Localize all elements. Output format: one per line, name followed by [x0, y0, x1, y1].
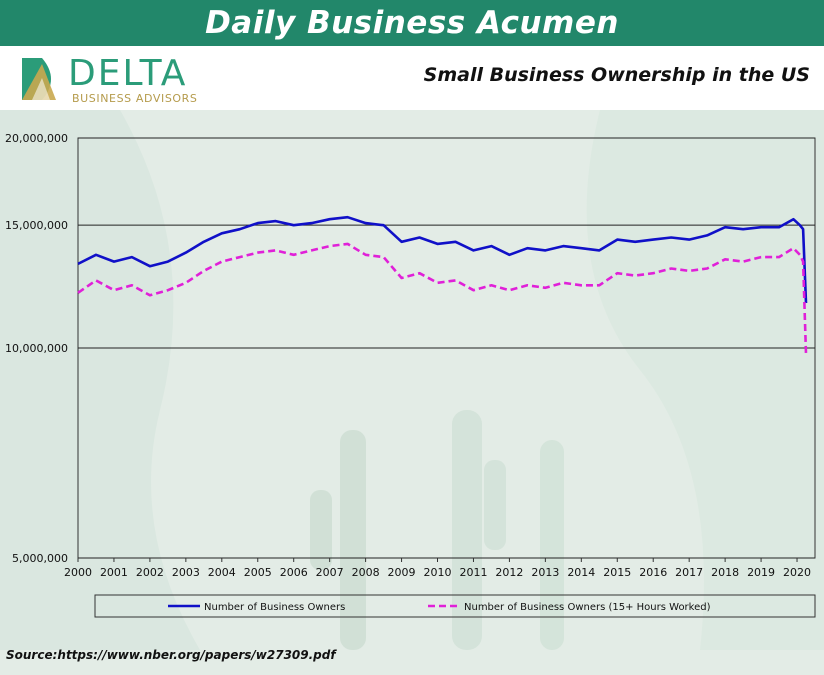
grid-layer	[77, 137, 816, 559]
x-tick-label: 2001	[100, 566, 128, 579]
x-tick-label: 2019	[747, 566, 775, 579]
x-tick-label: 2004	[208, 566, 236, 579]
source-citation: Source:https://www.nber.org/papers/w2730…	[6, 648, 336, 662]
legend-label-2: Number of Business Owners (15+ Hours Wor…	[464, 602, 711, 613]
line-chart: 5,000,000 10,000,000 15,000,000 20,000,000 2…	[5, 132, 816, 618]
x-tick-label: 2003	[172, 566, 200, 579]
delta-triangle-icon	[22, 58, 56, 100]
x-tick-label: 2020	[783, 566, 811, 579]
header-band: DELTA BUSINESS ADVISORS Small Business O…	[0, 46, 824, 110]
logo-subtitle: BUSINESS ADVISORS	[72, 92, 198, 105]
y-tick-label: 5,000,000	[12, 552, 68, 565]
y-tick-label: 20,000,000	[5, 132, 68, 145]
x-tick-label: 2009	[388, 566, 416, 579]
background-cactus-art	[0, 110, 824, 650]
logo-wordmark: DELTA	[68, 53, 188, 94]
banner-title: Daily Business Acumen	[205, 5, 619, 41]
series-line-1	[77, 215, 808, 304]
x-tick-label: 2002	[136, 566, 164, 579]
legend-label-1: Number of Business Owners	[204, 602, 345, 613]
legend-box	[94, 594, 816, 618]
x-tick-label: 2010	[424, 566, 452, 579]
x-tick-label: 2006	[280, 566, 308, 579]
banner: Daily Business Acumen	[0, 0, 824, 46]
series-line-2	[77, 242, 808, 355]
x-tick-label: 2013	[531, 566, 559, 579]
delta-logo: DELTA BUSINESS ADVISORS	[18, 54, 218, 106]
x-tick-label: 2016	[639, 566, 667, 579]
axis-layer: 5,000,000 10,000,000 15,000,000 20,000,000 2…	[5, 132, 811, 579]
legend: Number of Business Owners Number of Busin…	[94, 594, 816, 618]
x-tick-label: 2000	[64, 566, 92, 579]
x-tick-label: 2008	[352, 566, 380, 579]
x-tick-label: 2018	[711, 566, 739, 579]
series-layer	[77, 215, 808, 355]
x-tick-label: 2014	[567, 566, 595, 579]
x-tick-label: 2017	[675, 566, 703, 579]
y-tick-label: 15,000,000	[5, 219, 68, 232]
x-tick-label: 2012	[495, 566, 523, 579]
x-tick-label: 2005	[244, 566, 272, 579]
x-tick-label: 2007	[316, 566, 344, 579]
y-tick-label: 10,000,000	[5, 342, 68, 355]
x-tick-label: 2011	[459, 566, 487, 579]
x-tick-label: 2015	[603, 566, 631, 579]
chart-title: Small Business Ownership in the US	[423, 64, 810, 86]
